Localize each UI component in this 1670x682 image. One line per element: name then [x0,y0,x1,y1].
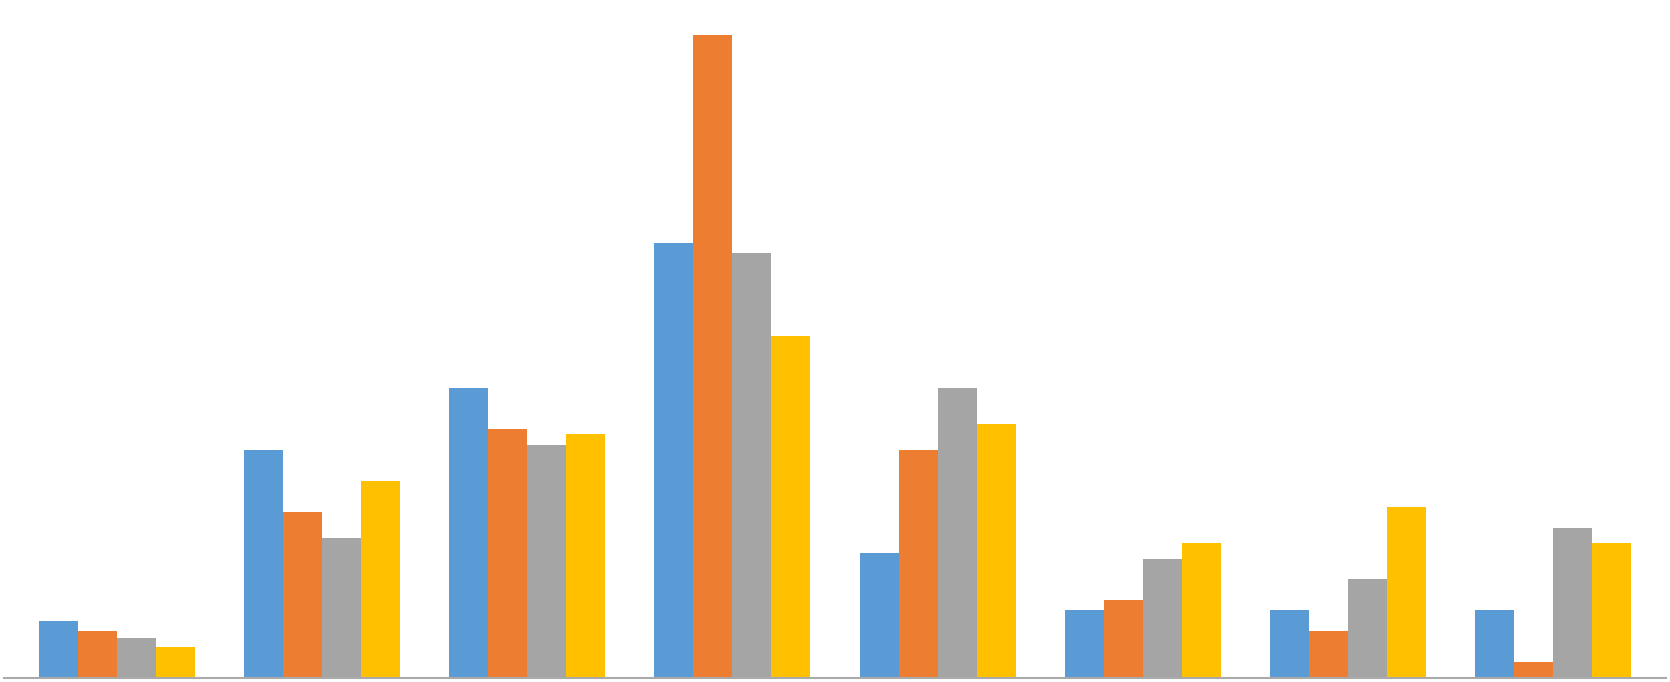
Bar [1104,600,1142,678]
Bar [1065,610,1104,678]
Bar [1269,610,1309,678]
Bar [1182,543,1221,678]
Bar [1386,507,1426,678]
Bar [1553,528,1592,678]
Bar [244,450,284,678]
Bar [1142,559,1182,678]
Bar [449,387,488,678]
Bar [566,434,605,678]
Bar [860,554,898,678]
Bar [155,647,195,678]
Bar [1592,543,1632,678]
Bar [322,538,361,678]
Bar [38,621,78,678]
Bar [284,512,322,678]
Bar [772,336,810,678]
Bar [898,450,937,678]
Bar [488,429,528,678]
Bar [117,638,155,678]
Bar [1348,580,1386,678]
Bar [693,35,733,678]
Bar [1309,632,1348,678]
Bar [733,253,772,678]
Bar [977,424,1015,678]
Bar [528,445,566,678]
Bar [937,387,977,678]
Bar [361,481,401,678]
Bar [1475,610,1515,678]
Bar [1515,662,1553,678]
Bar [78,632,117,678]
Bar [655,243,693,678]
